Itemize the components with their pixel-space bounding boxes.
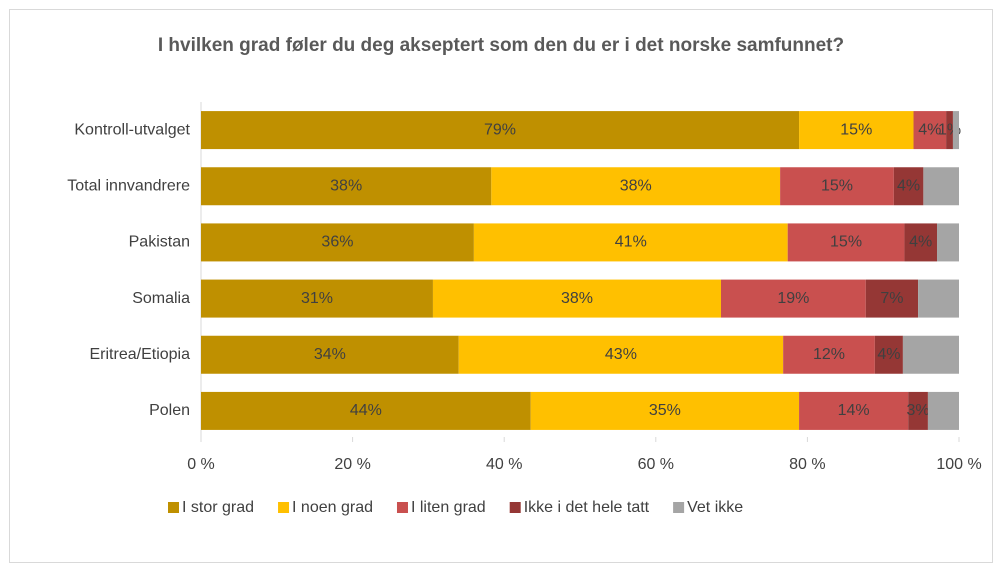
data-label: 12% [813, 346, 845, 363]
chart-title: I hvilken grad føler du deg akseptert so… [157, 35, 845, 56]
data-label: 38% [330, 177, 362, 194]
legend-swatch [509, 502, 521, 513]
bar-segment [432, 279, 721, 318]
bar-segment [904, 223, 938, 262]
bar-segment [720, 279, 866, 318]
legend-swatch [278, 502, 290, 513]
bar-segment [201, 111, 800, 150]
bar-segment [530, 391, 800, 430]
y-tick-label: Kontroll-utvalget [74, 121, 190, 138]
bar-segment [783, 335, 875, 374]
bar-segment [865, 279, 919, 318]
bar-segment [874, 335, 903, 374]
legend-swatch [673, 502, 685, 513]
legend-label: I liten grad [411, 499, 486, 516]
bar-segment [201, 167, 492, 206]
data-label: 4% [909, 234, 932, 251]
bar-segment [201, 223, 474, 262]
bar-segment [201, 391, 531, 430]
x-tick-label: 40 % [486, 456, 522, 473]
data-label: 34% [314, 346, 346, 363]
bar-segment [952, 111, 959, 150]
data-label: 36% [321, 234, 353, 251]
data-label: 4% [897, 177, 920, 194]
data-label: 31% [301, 290, 333, 307]
bar-segment [473, 223, 788, 262]
bar-segment [799, 111, 914, 150]
data-label: 38% [561, 290, 593, 307]
legend-swatch [168, 502, 179, 513]
data-label: 19% [777, 290, 809, 307]
data-label: 43% [605, 346, 637, 363]
x-tick-label: 100 % [936, 456, 981, 473]
x-tick-label: 0 % [187, 456, 215, 473]
bar-segment [893, 167, 924, 206]
chart-border [9, 9, 993, 563]
data-label: 35% [649, 402, 681, 419]
bar-segment [787, 223, 905, 262]
bar-segment [780, 167, 894, 206]
legend-label: Ikke i det hele tatt [524, 499, 650, 516]
data-label: 4% [877, 346, 900, 363]
bar-segment [913, 111, 947, 150]
bar-segment [902, 335, 959, 374]
data-label: 15% [830, 234, 862, 251]
data-label: 3% [907, 402, 930, 419]
bar-segment [201, 279, 433, 318]
bar-segment [946, 111, 953, 150]
bar-segment [201, 335, 459, 374]
y-tick-label: Polen [149, 402, 190, 419]
data-label: 38% [620, 177, 652, 194]
y-tick-label: Eritrea/Etiopia [90, 346, 191, 363]
legend-label: I stor grad [182, 499, 254, 516]
x-tick-label: 60 % [638, 456, 674, 473]
bar-segment [491, 167, 781, 206]
data-label: 15% [840, 121, 872, 138]
x-tick-label: 20 % [334, 456, 370, 473]
legend-label: Vet ikke [687, 499, 743, 516]
y-tick-label: Pakistan [129, 234, 190, 251]
data-label: 41% [615, 234, 647, 251]
y-tick-label: Somalia [132, 290, 190, 307]
data-label: 15% [821, 177, 853, 194]
data-label: 14% [838, 402, 870, 419]
bar-segment [908, 391, 928, 430]
legend-label: I noen grad [292, 499, 373, 516]
data-label: 79% [484, 121, 516, 138]
x-tick-label: 80 % [789, 456, 825, 473]
bar-segment [923, 167, 959, 206]
bar-segment [458, 335, 784, 374]
bar-segment [918, 279, 959, 318]
bar-segment [927, 391, 959, 430]
data-label: 7% [880, 290, 903, 307]
y-tick-label: Total innvandrere [67, 177, 190, 194]
data-label: 4% [918, 121, 941, 138]
data-label: 44% [350, 402, 382, 419]
legend-swatch [396, 502, 408, 513]
bar-segment [799, 391, 909, 430]
bar-segment [937, 223, 959, 262]
